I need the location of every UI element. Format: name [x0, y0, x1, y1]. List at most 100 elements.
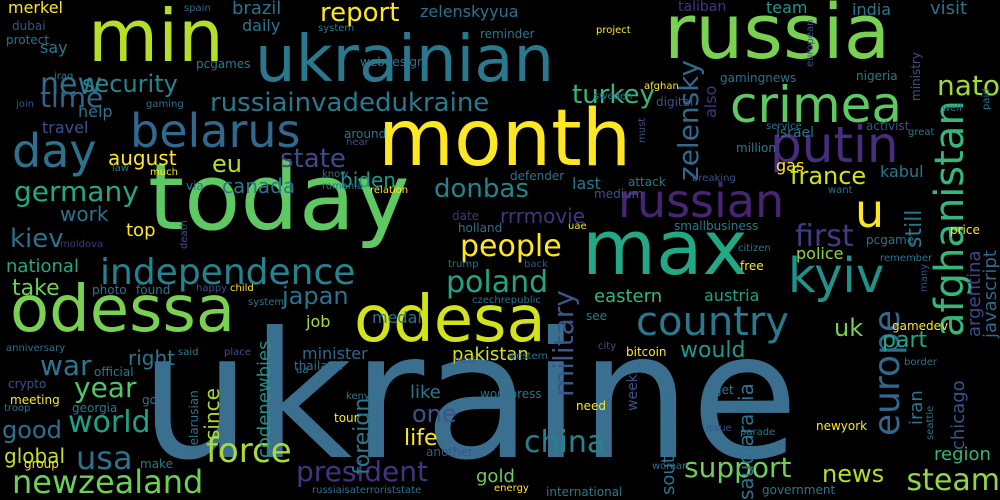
- word-czechrepublic: czechrepublic: [472, 295, 541, 306]
- word-said: said: [178, 347, 199, 358]
- word-go: go: [142, 393, 157, 407]
- word-russia: russia: [664, 0, 891, 76]
- word-take: take: [12, 276, 60, 301]
- word-death: death: [179, 220, 190, 249]
- word-travel: travel: [42, 118, 89, 137]
- word-system: system: [318, 23, 355, 34]
- word-pakistan: pakistan: [452, 344, 529, 365]
- word-day: day: [12, 124, 97, 178]
- word-independence: independence: [100, 252, 356, 293]
- word-tour: tour: [334, 411, 359, 425]
- word-part: part: [882, 328, 928, 353]
- word-city: city: [598, 341, 617, 352]
- word-uae: uae: [568, 221, 587, 232]
- word-russiainvadedukraine: russiainvadedukraine: [210, 88, 490, 118]
- word-pcgame: pcgame: [866, 233, 915, 247]
- word-russiaisaterroriststate: russiaisaterroriststate: [312, 485, 422, 496]
- word-gas: gas: [776, 156, 805, 175]
- word-good: good: [2, 416, 62, 444]
- word-back: back: [524, 259, 548, 270]
- word-visit: visit: [930, 0, 968, 19]
- word-gamingnews: gamingnews: [720, 71, 797, 85]
- word-seattle: seattle: [925, 405, 936, 440]
- word-france: france: [790, 162, 867, 190]
- word-news: news: [822, 460, 885, 488]
- word-southafrica: southafrica: [658, 394, 679, 495]
- word-well: well: [942, 103, 962, 114]
- word-war: war: [40, 349, 92, 382]
- word-india: india: [852, 0, 891, 19]
- word-service: service: [766, 121, 802, 132]
- word-afghan: afghan: [644, 81, 679, 92]
- word-remember: remember: [880, 253, 933, 264]
- word-force: force: [206, 431, 292, 471]
- word-group: group: [24, 457, 59, 471]
- word-biden: biden: [340, 168, 396, 192]
- word-newyork: newyork: [816, 419, 868, 433]
- word-world: world: [68, 405, 151, 440]
- word-kiev: kiev: [10, 224, 64, 254]
- word-defender: defender: [510, 169, 565, 183]
- word-issue: issue: [706, 423, 732, 434]
- word-activist: activist: [866, 119, 910, 133]
- word-troop: troop: [4, 403, 31, 414]
- word-place: place: [224, 347, 251, 358]
- word-month: month: [378, 94, 632, 184]
- word-moldova: moldova: [60, 239, 104, 250]
- word-security: security: [82, 70, 178, 98]
- word-taliban: taliban: [678, 0, 727, 15]
- word-happy: happy: [196, 283, 228, 294]
- word-many: many: [919, 263, 930, 292]
- word-digital: digital: [656, 95, 694, 109]
- word-global: global: [4, 444, 65, 468]
- word-max: max: [582, 203, 748, 292]
- word-one: one: [412, 400, 457, 428]
- word-much: much: [150, 167, 178, 178]
- word-free: free: [740, 259, 764, 273]
- word-rrrmovie: rrrmovie: [500, 204, 586, 228]
- word-like: like: [410, 382, 441, 403]
- word-international: international: [546, 485, 623, 499]
- word-next: next: [454, 355, 477, 366]
- word-police: police: [796, 244, 844, 263]
- word-saudiarabia: saudiarabia: [734, 383, 758, 500]
- word-first: first: [795, 219, 854, 254]
- word-minister: minister: [302, 344, 368, 363]
- word-found: found: [136, 283, 171, 297]
- word-help: help: [78, 102, 113, 121]
- word-report: report: [320, 0, 400, 28]
- word-system: system: [248, 297, 285, 308]
- word-right: right: [128, 346, 175, 370]
- word-ukrainian: ukrainian: [255, 23, 555, 97]
- word-military: military: [547, 290, 580, 397]
- word-trump: trump: [448, 259, 479, 270]
- word-child: child: [230, 283, 254, 294]
- word-kyiv: kyiv: [788, 248, 885, 304]
- word-spain: spain: [184, 3, 211, 14]
- word-protect: protect: [6, 33, 50, 47]
- word-iran: iran: [906, 390, 927, 425]
- word-austria: austria: [704, 286, 760, 305]
- word-must: must: [637, 117, 648, 143]
- word-national: national: [6, 256, 79, 277]
- word-webdesign: webdesign: [360, 55, 425, 69]
- word-wordpress: wordpress: [480, 387, 542, 401]
- word-photo: photo: [92, 283, 127, 297]
- word-top: top: [126, 220, 156, 241]
- word-parade: parade: [740, 427, 776, 438]
- word-meeting: meeting: [10, 393, 60, 407]
- word-president: president: [296, 455, 428, 488]
- word-iraq: iraq: [54, 71, 74, 82]
- word-life: life: [404, 426, 438, 451]
- word-donbas: donbas: [434, 174, 529, 204]
- word-nigeria: nigeria: [856, 69, 898, 83]
- word-ua: ua: [296, 365, 309, 376]
- word-belarus: belarus: [130, 104, 301, 158]
- word-gaming: gaming: [146, 99, 184, 110]
- word-holland: holland: [458, 221, 503, 235]
- word-state: state: [280, 144, 346, 174]
- word-week: week: [625, 374, 641, 411]
- word-country: country: [636, 299, 789, 345]
- word-citizen: citizen: [738, 243, 771, 254]
